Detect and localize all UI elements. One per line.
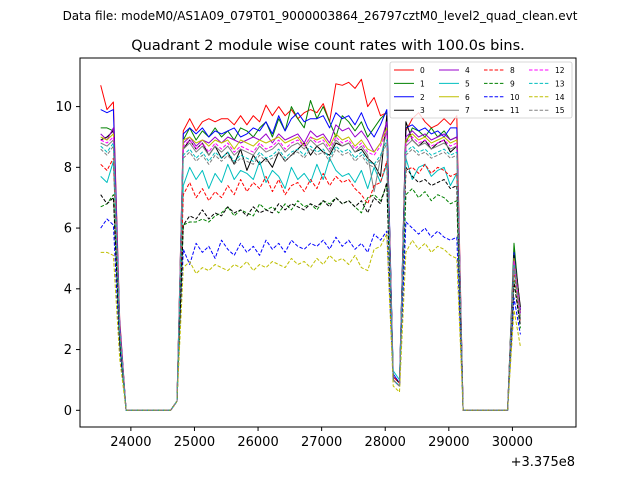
- legend-label-10: 10: [510, 93, 520, 102]
- y-axis: 0 2 4 6 8 10: [55, 100, 80, 419]
- x-tick-label: 27000: [301, 435, 342, 450]
- x-tick-label: 30000: [492, 435, 533, 450]
- chart-title: Quadrant 2 module wise count rates with …: [131, 38, 525, 54]
- y-tick-label: 8: [64, 161, 72, 176]
- legend-label-7: 7: [465, 106, 470, 115]
- y-tick-label: 10: [55, 100, 72, 115]
- legend-label-1: 1: [420, 79, 425, 88]
- legend-label-9: 9: [510, 79, 515, 88]
- plot-frame: [79, 57, 577, 428]
- legend-label-4: 4: [465, 66, 470, 75]
- y-tick-label: 2: [64, 343, 72, 358]
- series-line-15: [100, 142, 521, 411]
- suptitle: Data file: modeM0/AS1A09_079T01_90000038…: [63, 9, 578, 23]
- y-tick-label: 0: [64, 404, 72, 419]
- x-tick-label: 26000: [237, 435, 278, 450]
- y-tick-label: 4: [64, 282, 72, 297]
- x-axis: 24000 25000 26000 27000 28000 29000 30000: [110, 427, 533, 450]
- y-tick-label: 6: [64, 222, 72, 237]
- legend-label-0: 0: [420, 66, 425, 75]
- legend-label-14: 14: [555, 93, 565, 102]
- legend-label-11: 11: [510, 106, 520, 115]
- legend-label-13: 13: [555, 79, 565, 88]
- legend-box: [389, 61, 573, 119]
- legend-label-3: 3: [420, 106, 425, 115]
- legend-label-5: 5: [465, 79, 470, 88]
- x-tick-label: 24000: [110, 435, 151, 450]
- legend-label-8: 8: [510, 66, 515, 75]
- plot-area: [100, 78, 521, 411]
- x-tick-label: 28000: [365, 435, 406, 450]
- x-offset-text: +3.375e8: [511, 455, 575, 470]
- legend-label-12: 12: [555, 66, 565, 75]
- legend-label-6: 6: [465, 93, 470, 102]
- legend-label-15: 15: [555, 106, 565, 115]
- legend-label-2: 2: [420, 93, 425, 102]
- x-tick-label: 25000: [174, 435, 215, 450]
- x-tick-label: 29000: [428, 435, 469, 450]
